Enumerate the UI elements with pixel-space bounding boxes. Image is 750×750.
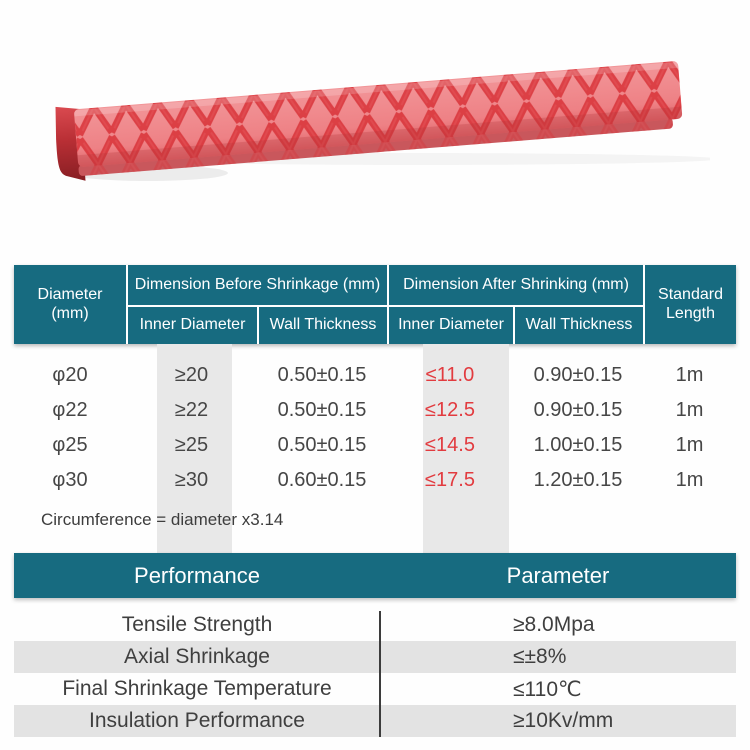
cell-length: 1m (675, 469, 704, 491)
cell-diameter: φ22 (52, 399, 88, 421)
circumference-note: Circumference = diameter x3.14 (41, 510, 284, 529)
parameter-value: ≥10Kv/mm (513, 709, 614, 732)
table-row: φ22 ≥22 0.50±0.15 ≤12.5 0.90±0.15 1m (14, 393, 736, 428)
performance-name: Axial Shrinkage (124, 645, 270, 668)
cell-inner-before: ≥25 (174, 434, 209, 456)
cell-diameter: φ20 (52, 364, 88, 386)
cell-inner-after: ≤12.5 (425, 399, 475, 421)
spec-table: Diameter (mm) Dimension Before Shrinkage… (14, 265, 736, 553)
cell-wall-before: 0.50±0.15 (277, 399, 367, 421)
spec-table-body: φ20 ≥20 0.50±0.15 ≤11.0 0.90±0.15 1m φ22… (14, 344, 736, 553)
cell-diameter: φ30 (52, 469, 88, 491)
cell-diameter: φ25 (52, 434, 88, 456)
performance-name: Insulation Performance (89, 709, 305, 732)
cell-wall-before: 0.50±0.15 (277, 434, 367, 456)
heat-shrink-tube-image (55, 60, 718, 181)
performance-header-label: Performance (134, 562, 260, 588)
highlight-band-inner-after (423, 344, 509, 553)
col-header-wall-thickness-after: Wall Thickness (513, 307, 643, 344)
cell-inner-after: ≤17.5 (425, 469, 475, 491)
cell-inner-after: ≤14.5 (425, 434, 475, 456)
table-row: φ20 ≥20 0.50±0.15 ≤11.0 0.90±0.15 1m (14, 358, 736, 393)
cell-inner-before: ≥20 (174, 364, 209, 386)
cell-wall-after: 0.90±0.15 (533, 399, 623, 421)
table-row: φ25 ≥25 0.50±0.15 ≤14.5 1.00±0.15 1m (14, 428, 736, 463)
col-group-before-shrinkage: Dimension Before Shrinkage (mm) (126, 265, 387, 307)
parameter-value: ≤110℃ (513, 677, 582, 701)
table-row: φ30 ≥30 0.60±0.15 ≤17.5 1.20±0.15 1m (14, 463, 736, 498)
cell-length: 1m (675, 364, 704, 386)
cell-wall-before: 0.50±0.15 (277, 364, 367, 386)
cell-length: 1m (675, 434, 704, 456)
product-photo (48, 55, 718, 200)
col-header-standard-length: Standard Length (643, 265, 736, 344)
table-row: Tensile Strength ≥8.0Mpa (14, 609, 736, 641)
col-group-after-shrinking: Dimension After Shrinking (mm) (387, 265, 643, 307)
column-divider (379, 611, 381, 737)
cell-inner-before: ≥22 (174, 399, 209, 421)
highlight-band-inner-before (157, 344, 232, 553)
col-header-diameter: Diameter (mm) (37, 286, 103, 322)
table-row: Axial Shrinkage ≤±8% (14, 641, 736, 673)
table-row: Insulation Performance ≥10Kv/mm (14, 705, 736, 737)
col-header-inner-diameter-before: Inner Diameter (126, 307, 257, 344)
cell-wall-after: 1.00±0.15 (533, 434, 623, 456)
parameter-value: ≤±8% (513, 645, 567, 668)
performance-name: Final Shrinkage Temperature (62, 677, 332, 700)
cell-wall-after: 0.90±0.15 (533, 364, 623, 386)
table-row: Final Shrinkage Temperature ≤110℃ (14, 673, 736, 705)
cell-wall-after: 1.20±0.15 (533, 469, 623, 491)
cell-length: 1m (675, 399, 704, 421)
performance-name: Tensile Strength (121, 613, 273, 636)
col-header-wall-thickness-before: Wall Thickness (257, 307, 387, 344)
parameter-header-label: Parameter (506, 562, 610, 588)
cell-inner-after: ≤11.0 (425, 364, 475, 386)
parameter-value: ≥8.0Mpa (513, 613, 595, 636)
performance-table-header: Performance Parameter (14, 553, 736, 598)
col-header-inner-diameter-after: Inner Diameter (387, 307, 513, 344)
cell-inner-before: ≥30 (174, 469, 209, 491)
performance-table-body: Tensile Strength ≥8.0Mpa Axial Shrinkage… (14, 609, 736, 737)
tube-x-pattern (73, 60, 683, 168)
cell-wall-before: 0.60±0.15 (277, 469, 367, 491)
spec-table-header: Diameter (mm) Dimension Before Shrinkage… (14, 265, 736, 344)
